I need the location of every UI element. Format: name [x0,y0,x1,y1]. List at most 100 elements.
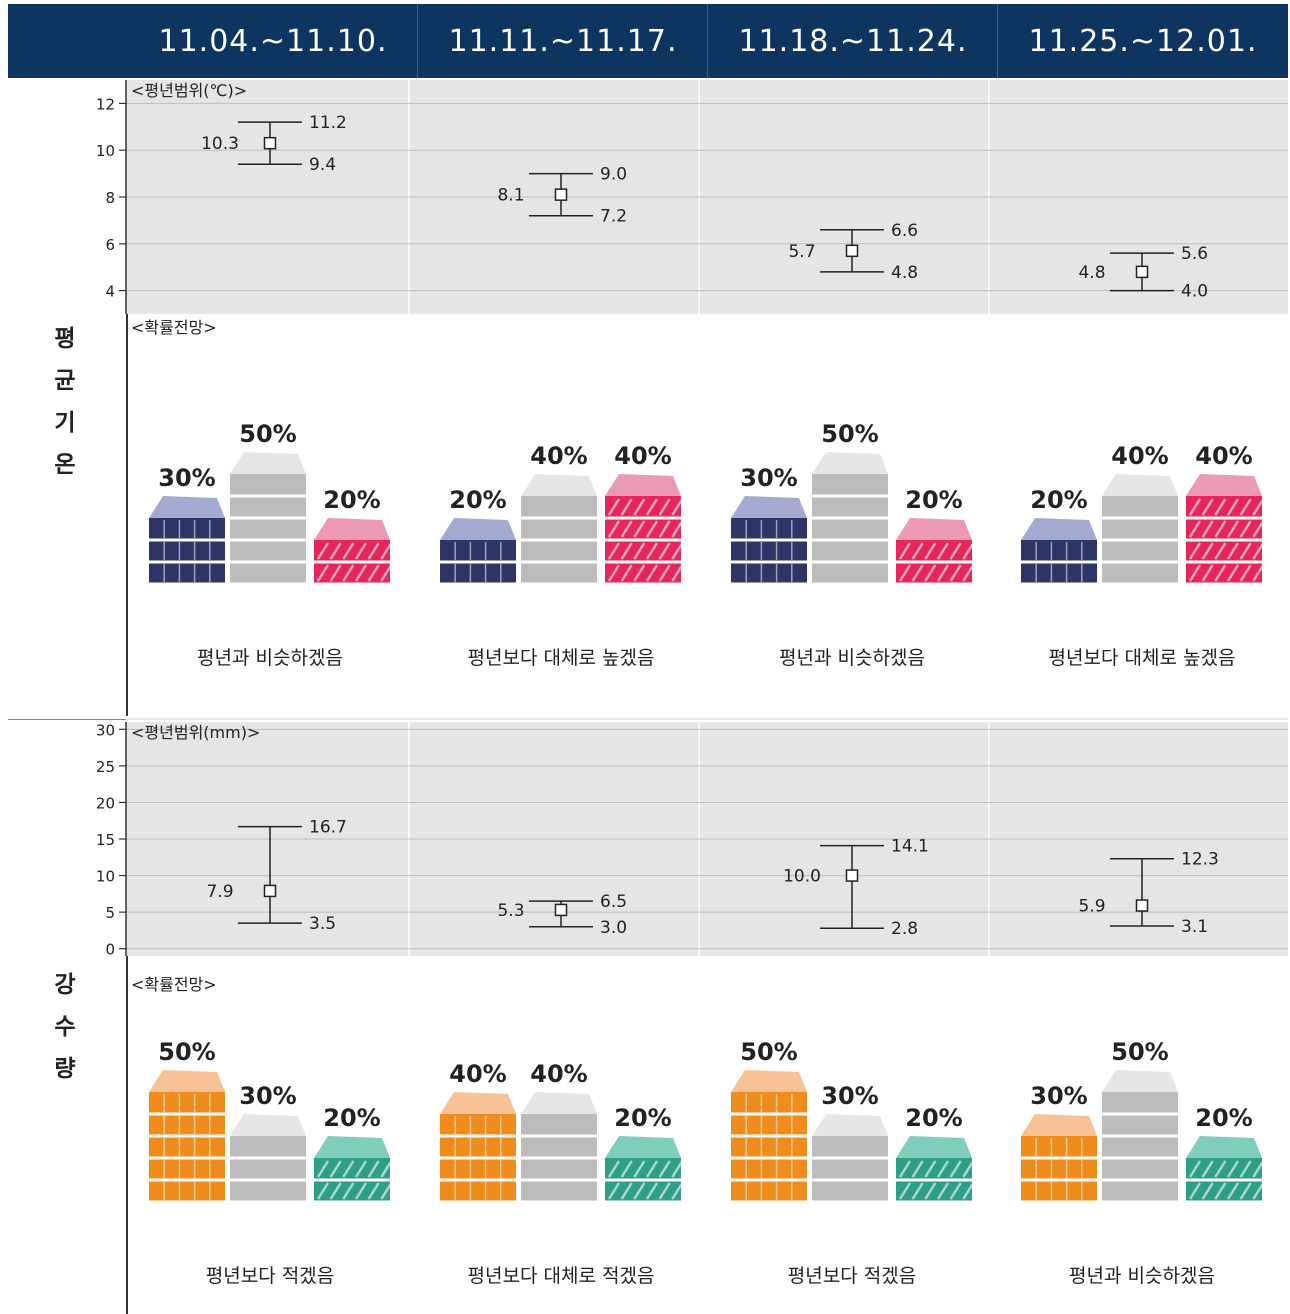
period-header-1: 11.04.~11.10. [158,23,388,59]
temp-mean-label: 10.3 [201,134,239,154]
temp-block-hatch [1214,498,1227,516]
temp-prob-value: 50% [239,420,296,448]
temp-block-front [1102,496,1178,518]
precip-block-top [1021,1114,1097,1136]
temp-block-hatch [1252,498,1265,516]
precip-block-hatch [936,1182,950,1200]
precip-block-hatch [898,1182,912,1200]
temp-block-top [440,518,516,540]
period-header-3: 11.18.~11.24. [738,23,968,59]
temp-range-panel: 4 6 8 10 12 <평년범위(℃)> 10.3 11.2 9.4 8.1 9.0 7.2 5.7 6… [96,80,1288,314]
precip-block-front [230,1136,306,1158]
temp-mean-label: 5.7 [788,242,815,262]
temp-block-hatch [1252,564,1265,582]
precip-block-hatch [1188,1160,1202,1178]
temp-block-hatch [924,564,937,582]
temp-block-hatch [1239,520,1252,538]
temp-block-hatch [1201,564,1214,582]
precip-mean-label: 10.0 [783,867,821,887]
precip-lower-label: 3.0 [600,918,627,938]
temp-prob-value: 50% [821,420,878,448]
precip-block-front [521,1180,597,1202]
temp-prob-value: 20% [1030,486,1087,514]
temp-lower-label: 9.4 [309,155,336,175]
precip-block-hatch [633,1160,646,1178]
precip-prob-value: 50% [1111,1038,1168,1066]
temp-outlook-text: 평년과 비슷하겠음 [197,647,343,669]
temp-block-top [1102,474,1178,496]
temp-block-top [896,518,972,540]
precip-block-front [521,1114,597,1136]
precip-upper-label: 16.7 [309,818,347,838]
temp-block-top [605,474,681,496]
precip-mean-marker [845,869,859,882]
precip-block-front [1102,1180,1178,1202]
precip-block-hatch [936,1160,950,1178]
temp-block-front [1102,562,1178,584]
precip-block-front [521,1136,597,1158]
precip-range-label: <평년범위(mm)> [131,723,260,742]
precip-block-hatch [949,1182,962,1200]
temp-block-hatch [962,564,975,582]
temp-block-front [149,540,225,562]
precip-block-hatch [380,1160,393,1178]
precip-block-front [1021,1180,1097,1202]
precip-block-top [440,1092,516,1114]
temp-block-hatch [367,542,380,560]
temp-block-front [521,518,597,540]
left-axis-line [126,722,128,1314]
precip-probability-panel: <확률전망> 50% 30% 20% 평년보다 적겠음 40% 40% 20% 평년보다 대체로… [131,975,1265,1287]
temp-block-hatch [671,520,684,538]
precip-block-hatch [962,1182,975,1200]
temp-block-hatch [1226,520,1240,538]
temp-block-hatch [607,542,621,560]
temp-lower-label: 7.2 [600,207,627,227]
precip-mean-marker [1135,899,1149,912]
temp-block-front [440,562,516,584]
temp-block-front [731,562,807,584]
precip-block-hatch [1214,1160,1227,1178]
precip-y-tick-label: 30 [96,721,115,739]
temp-block-front [731,518,807,540]
temp-prob-value: 20% [323,486,380,514]
precip-y-tick-label: 15 [96,831,115,849]
precip-prob-value: 20% [1195,1104,1252,1132]
precip-block-hatch [645,1160,659,1178]
temp-block-front [521,496,597,518]
precip-block-hatch [645,1182,659,1200]
precip-block-front [1102,1114,1178,1136]
temp-block-hatch [620,564,633,582]
temp-block-hatch [671,564,684,582]
temp-block-hatch [354,564,368,582]
temp-block-hatch [620,542,633,560]
title-char: 량 [54,1056,76,1082]
temp-lower-label: 4.0 [1181,282,1208,302]
temp-block-hatch [342,564,355,582]
temp-block-hatch [924,542,937,560]
precip-prob-value: 50% [158,1038,215,1066]
precip-block-front [1102,1092,1178,1114]
precip-y-tick-label: 20 [96,794,115,812]
temp-block-hatch [1188,520,1202,538]
precip-block-hatch [898,1160,912,1178]
temp-block-hatch [658,520,671,538]
temp-mean-marker [845,244,859,258]
temp-block-hatch [936,542,950,560]
precip-upper-label: 14.1 [891,837,929,857]
precip-block-top [812,1114,888,1136]
temp-block-hatch [962,542,975,560]
precip-block-front [521,1158,597,1180]
precip-block-front [149,1180,225,1202]
precip-mean-label: 7.9 [206,882,233,902]
temp-prob-value: 40% [1111,442,1168,470]
precip-block-front [731,1114,807,1136]
precip-block-hatch [911,1182,924,1200]
header-divider [997,4,998,78]
precip-block-top [731,1070,807,1092]
temp-block-top [230,452,306,474]
precip-prob-value: 20% [614,1104,671,1132]
precip-block-hatch [329,1160,342,1178]
temp-prob-value: 40% [1195,442,1252,470]
temp-lower-label: 4.8 [891,263,918,283]
